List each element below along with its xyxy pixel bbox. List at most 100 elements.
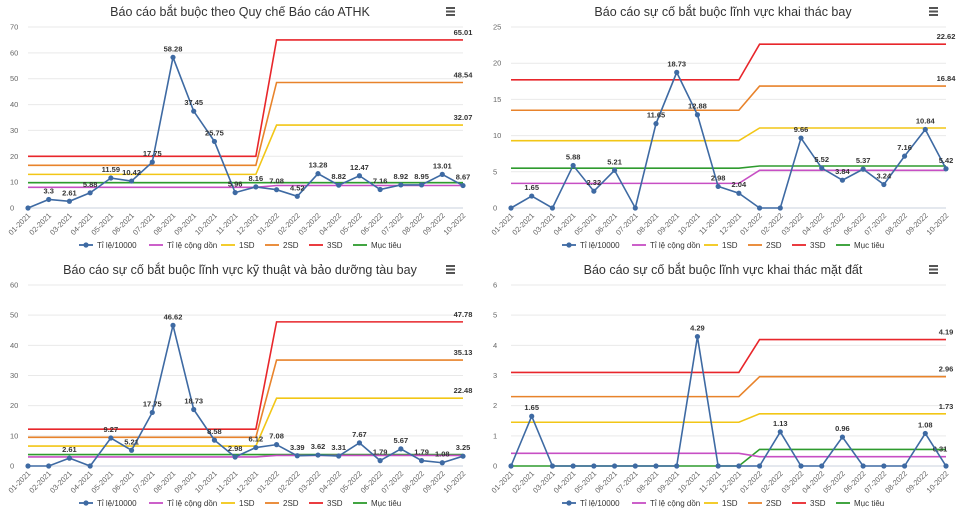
data-point[interactable] <box>170 54 176 60</box>
data-point[interactable] <box>591 463 597 469</box>
data-point[interactable] <box>674 463 680 469</box>
data-point[interactable] <box>294 193 300 199</box>
data-point[interactable] <box>508 205 514 211</box>
legend-item-cumulative[interactable]: Tỉ lệ cộng dồn <box>149 241 217 250</box>
data-point[interactable] <box>46 463 52 469</box>
data-point[interactable] <box>460 453 466 459</box>
data-point[interactable] <box>839 434 846 440</box>
data-point[interactable] <box>232 189 238 196</box>
legend-item-target[interactable]: Mục tiêu <box>836 241 884 250</box>
data-point[interactable] <box>149 409 155 416</box>
legend-item-sd3[interactable]: 3SD <box>792 241 826 250</box>
data-point[interactable] <box>211 138 218 145</box>
data-point[interactable] <box>149 159 155 165</box>
data-point[interactable] <box>46 196 52 203</box>
data-point[interactable] <box>253 444 259 451</box>
data-point[interactable] <box>756 463 763 469</box>
data-point[interactable] <box>418 182 425 188</box>
data-point[interactable] <box>777 205 783 211</box>
data-point[interactable] <box>881 181 887 188</box>
legend-item-sd2[interactable]: 2SD <box>748 499 782 508</box>
data-point[interactable] <box>191 108 197 114</box>
data-point[interactable] <box>356 440 363 446</box>
hamburger-menu-icon[interactable] <box>446 265 455 274</box>
data-point[interactable] <box>653 463 659 469</box>
data-point[interactable] <box>377 186 383 193</box>
data-point[interactable] <box>611 463 618 469</box>
data-point[interactable] <box>439 460 445 466</box>
legend-item-cumulative[interactable]: Tỉ lệ cộng dồn <box>149 499 217 508</box>
data-point[interactable] <box>128 178 135 184</box>
legend-item-sd1[interactable]: 1SD <box>221 241 255 250</box>
data-point[interactable] <box>191 406 197 413</box>
data-point[interactable] <box>273 442 280 448</box>
data-point[interactable] <box>570 463 576 469</box>
legend-item-sd2[interactable]: 2SD <box>265 241 299 250</box>
data-point[interactable] <box>611 167 618 173</box>
data-point[interactable] <box>336 453 342 459</box>
legend-item-cumulative[interactable]: Tỉ lệ cộng dồn <box>632 241 700 250</box>
data-point[interactable] <box>170 322 176 328</box>
legend-item-target[interactable]: Mục tiêu <box>836 499 884 508</box>
data-point[interactable] <box>653 121 659 127</box>
data-point[interactable] <box>798 463 804 469</box>
data-point[interactable] <box>128 447 135 453</box>
data-point[interactable] <box>694 112 701 118</box>
data-point[interactable] <box>591 188 597 194</box>
data-point[interactable] <box>632 463 638 469</box>
data-point[interactable] <box>943 463 949 469</box>
data-point[interactable] <box>756 205 763 211</box>
data-point[interactable] <box>418 458 425 464</box>
legend-item-sd1[interactable]: 1SD <box>221 499 255 508</box>
legend-item-sd1[interactable]: 1SD <box>704 241 738 250</box>
data-point[interactable] <box>922 430 928 437</box>
data-point[interactable] <box>87 190 93 196</box>
data-point[interactable] <box>356 173 363 179</box>
data-point[interactable] <box>922 126 928 133</box>
data-point[interactable] <box>377 458 383 464</box>
legend-item-cumulative[interactable]: Tỉ lệ cộng dồn <box>632 499 700 508</box>
data-point[interactable] <box>798 135 804 141</box>
data-point[interactable] <box>232 454 238 460</box>
data-point[interactable] <box>632 205 638 211</box>
data-point[interactable] <box>881 463 887 469</box>
data-point[interactable] <box>87 463 93 469</box>
data-point[interactable] <box>777 429 783 435</box>
data-point[interactable] <box>294 453 300 459</box>
legend-item-sd2[interactable]: 2SD <box>265 499 299 508</box>
legend-item-rate[interactable]: Tỉ lệ/10000 <box>79 241 137 250</box>
data-point[interactable] <box>253 184 259 190</box>
data-point[interactable] <box>570 162 576 169</box>
legend-item-target[interactable]: Mục tiêu <box>353 241 401 250</box>
legend-item-sd1[interactable]: 1SD <box>704 499 738 508</box>
data-point[interactable] <box>839 177 846 183</box>
legend-item-sd3[interactable]: 3SD <box>309 241 343 250</box>
data-point[interactable] <box>860 463 866 469</box>
data-point[interactable] <box>108 435 114 441</box>
data-point[interactable] <box>211 437 218 443</box>
data-point[interactable] <box>901 463 908 469</box>
legend-item-rate[interactable]: Tỉ lệ/10000 <box>562 241 620 250</box>
legend-item-sd2[interactable]: 2SD <box>748 241 782 250</box>
data-point[interactable] <box>398 446 404 452</box>
data-point[interactable] <box>273 187 280 193</box>
legend-item-sd3[interactable]: 3SD <box>792 499 826 508</box>
data-point[interactable] <box>66 198 73 204</box>
data-point[interactable] <box>460 182 466 189</box>
legend-item-rate[interactable]: Tỉ lệ/10000 <box>562 499 620 508</box>
data-point[interactable] <box>108 175 114 181</box>
data-point[interactable] <box>529 193 535 199</box>
data-point[interactable] <box>715 463 721 469</box>
legend-item-rate[interactable]: Tỉ lệ/10000 <box>79 499 137 508</box>
data-point[interactable] <box>549 205 556 211</box>
data-point[interactable] <box>66 455 73 461</box>
data-point[interactable] <box>315 452 321 458</box>
data-point[interactable] <box>439 171 445 177</box>
data-point[interactable] <box>694 333 701 340</box>
data-point[interactable] <box>674 69 680 75</box>
data-point[interactable] <box>336 182 342 188</box>
legend-item-target[interactable]: Mục tiêu <box>353 499 401 508</box>
legend-item-sd3[interactable]: 3SD <box>309 499 343 508</box>
data-point[interactable] <box>549 463 556 469</box>
data-point[interactable] <box>25 205 31 211</box>
